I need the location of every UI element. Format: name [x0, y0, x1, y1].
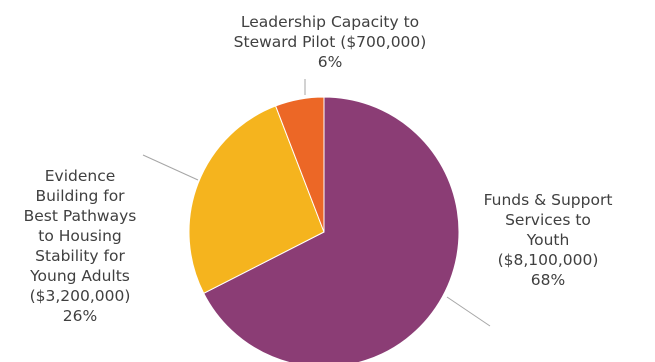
slice-label-line: 6%: [317, 53, 343, 71]
leader-line-evidence-building: [142, 154, 199, 181]
slice-label-line: Young Adults: [30, 267, 130, 285]
slice-label-line: Funds & Support: [483, 191, 613, 209]
slice-label-line: Evidence: [44, 167, 116, 185]
pie-slice-leadership-capacity: [274, 96, 325, 233]
pie-slices: [188, 96, 460, 362]
slice-label-evidence-building: Evidence Building for Best Pathways to Hous…: [0, 166, 160, 326]
slice-label-line: ($3,200,000): [29, 287, 131, 305]
slice-label-line: 68%: [530, 271, 566, 289]
slice-label-line: to Housing: [38, 227, 122, 245]
slice-label-line: 26%: [62, 307, 98, 325]
slice-label-leadership-capacity: Leadership Capacity to Steward Pilot ($70…: [190, 12, 470, 72]
slice-label-funds-support: Funds & Support Services to Youth ($8,100,0…: [468, 190, 628, 290]
leader-lines: [142, 79, 491, 327]
slice-label-line: ($8,100,000): [497, 251, 599, 269]
slice-label-line: Youth: [526, 231, 570, 249]
slice-label-line: Building for: [35, 187, 125, 205]
slice-label-line: Services to: [505, 211, 591, 229]
slice-label-line: Steward Pilot ($700,000): [233, 33, 427, 51]
pie-slice-funds-support: [203, 96, 460, 362]
slice-label-line: Best Pathways: [23, 207, 137, 225]
pie-slice-evidence-building: [188, 105, 325, 294]
slice-label-line: Stability for: [35, 247, 125, 265]
leader-line-funds-support: [446, 296, 491, 327]
slice-label-line: Leadership Capacity to: [240, 13, 420, 31]
